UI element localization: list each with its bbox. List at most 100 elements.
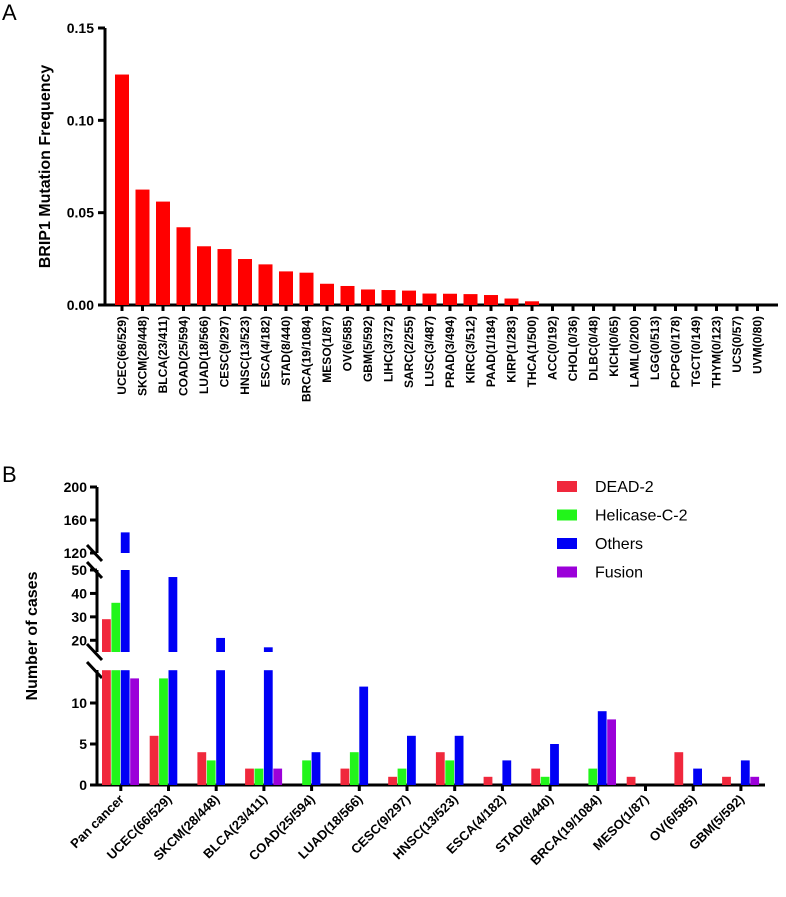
bar — [422, 293, 437, 305]
bar-helicase-c-2 — [206, 760, 216, 785]
y-tick-label: 0 — [79, 777, 87, 793]
x-tick-label: PAAD(1/184) — [484, 316, 498, 387]
bar — [217, 249, 232, 305]
y-tick-label: 50 — [71, 562, 87, 578]
bar-others — [407, 735, 416, 785]
x-tick-label: KIRC(3/512) — [464, 316, 478, 383]
x-tick-label: GBM(5/592) — [361, 316, 375, 382]
bar — [484, 295, 498, 305]
x-tick-label: ESCA(4/182) — [259, 316, 273, 387]
x-tick-label: LIHC(3/372) — [382, 316, 396, 382]
bar — [525, 301, 539, 305]
x-tick-label: SARC(2/255) — [402, 316, 416, 388]
bar — [402, 290, 416, 305]
bar-helicase-c-2 — [397, 768, 407, 785]
legend-swatch — [557, 481, 577, 492]
x-tick-label: CESC(9/297) — [218, 316, 232, 387]
bar-dead-2 — [197, 752, 207, 785]
bar-others — [120, 532, 130, 553]
x-tick-label: BRCA(19/1084) — [300, 316, 314, 402]
bar — [381, 290, 396, 305]
bar — [176, 227, 191, 305]
x-tick-label: KICH(0/65) — [607, 316, 621, 377]
bar — [340, 285, 355, 305]
x-tick-label: LUSC(3/487) — [423, 316, 437, 387]
bar-others — [454, 735, 464, 785]
bar-others — [550, 744, 559, 785]
bar-others — [168, 577, 178, 652]
y-tick-label: 120 — [64, 545, 88, 561]
bar-helicase-c-2 — [349, 752, 359, 785]
x-tick-label: THCA(1/500) — [525, 316, 539, 387]
panel-label-b: B — [2, 462, 17, 487]
x-tick-label: UCEC(66/529) — [115, 316, 129, 395]
bar-others — [359, 686, 369, 785]
bar-helicase-c-2 — [540, 776, 550, 785]
bar-others — [216, 637, 225, 652]
bar — [258, 264, 273, 305]
x-tick-label: LGG(0/513) — [648, 316, 662, 380]
bar-dead-2 — [531, 768, 541, 785]
bar-others — [693, 768, 702, 785]
x-tick-label: LUAD(18/566) — [197, 316, 211, 394]
x-tick-label: BLCA(23/411) — [156, 316, 170, 393]
bar-others — [120, 570, 130, 652]
bar — [504, 298, 519, 305]
y-tick-label: 10 — [71, 695, 87, 711]
x-tick-label: KIRP(1/283) — [505, 316, 519, 383]
bar-helicase-c-2 — [445, 760, 455, 785]
bar-others — [597, 711, 607, 785]
x-tick-label: SKCM(28/448) — [136, 316, 150, 396]
y-tick-label: 20 — [71, 632, 87, 648]
bar — [443, 293, 457, 305]
bar-dead-2 — [149, 735, 159, 785]
y-tick-label: 0.10 — [67, 112, 94, 128]
bar-dead-2 — [102, 619, 111, 652]
bar-dead-2 — [102, 670, 111, 785]
bar — [197, 246, 211, 305]
y-tick-label: 30 — [71, 609, 87, 625]
y-tick-label: 40 — [71, 585, 87, 601]
legend-label: Helicase-C-2 — [595, 508, 688, 525]
bar-fusion — [273, 768, 283, 785]
bar-others — [263, 647, 273, 652]
bar — [279, 271, 293, 305]
axis-break — [85, 660, 104, 680]
legend-label: Fusion — [595, 565, 643, 582]
bar-fusion — [130, 678, 139, 785]
panel-a-chart: 0.00 0.05 0.10 0.15 BRIP1 Mutation Frequency… — [37, 20, 778, 402]
x-tick-label: MESO(1/87) — [320, 316, 334, 383]
bar-dead-2 — [340, 768, 350, 785]
bar-helicase-c-2 — [588, 768, 598, 785]
bar — [238, 259, 252, 305]
bar-fusion — [607, 719, 616, 785]
bar-helicase-c-2 — [159, 678, 168, 785]
x-tick-label: UCS(0/57) — [730, 316, 744, 373]
y-tick-label: 0.05 — [67, 205, 94, 221]
bar-others — [311, 752, 321, 785]
bar-others — [216, 670, 225, 785]
y-axis-label: BRIP1 Mutation Frequency — [37, 65, 54, 269]
axis-break — [85, 642, 104, 662]
bar — [156, 201, 170, 305]
x-tick-label: THYM(0/123) — [710, 316, 724, 388]
y-tick-label: 0.15 — [67, 20, 94, 36]
legend-swatch — [557, 509, 577, 521]
x-tick-label: PRAD(3/494) — [443, 316, 457, 388]
x-tick-label: LAML(0/200) — [628, 316, 642, 387]
legend-label: Others — [595, 536, 643, 553]
bar-others — [120, 670, 130, 785]
bar — [299, 272, 314, 305]
x-tick-label: OV(6/585) — [341, 316, 355, 371]
x-tick-label: CHOL(0/36) — [566, 316, 580, 381]
bar-helicase-c-2 — [111, 670, 121, 785]
bar-helicase-c-2 — [111, 602, 121, 652]
bar — [320, 283, 334, 305]
x-tick-label: PCPG(0/178) — [669, 316, 683, 388]
bar — [361, 289, 375, 305]
y-tick-label: 200 — [64, 479, 88, 495]
x-tick-label: ACC(0/192) — [546, 316, 560, 380]
x-tick-label: HNSC(13/523) — [238, 316, 252, 395]
